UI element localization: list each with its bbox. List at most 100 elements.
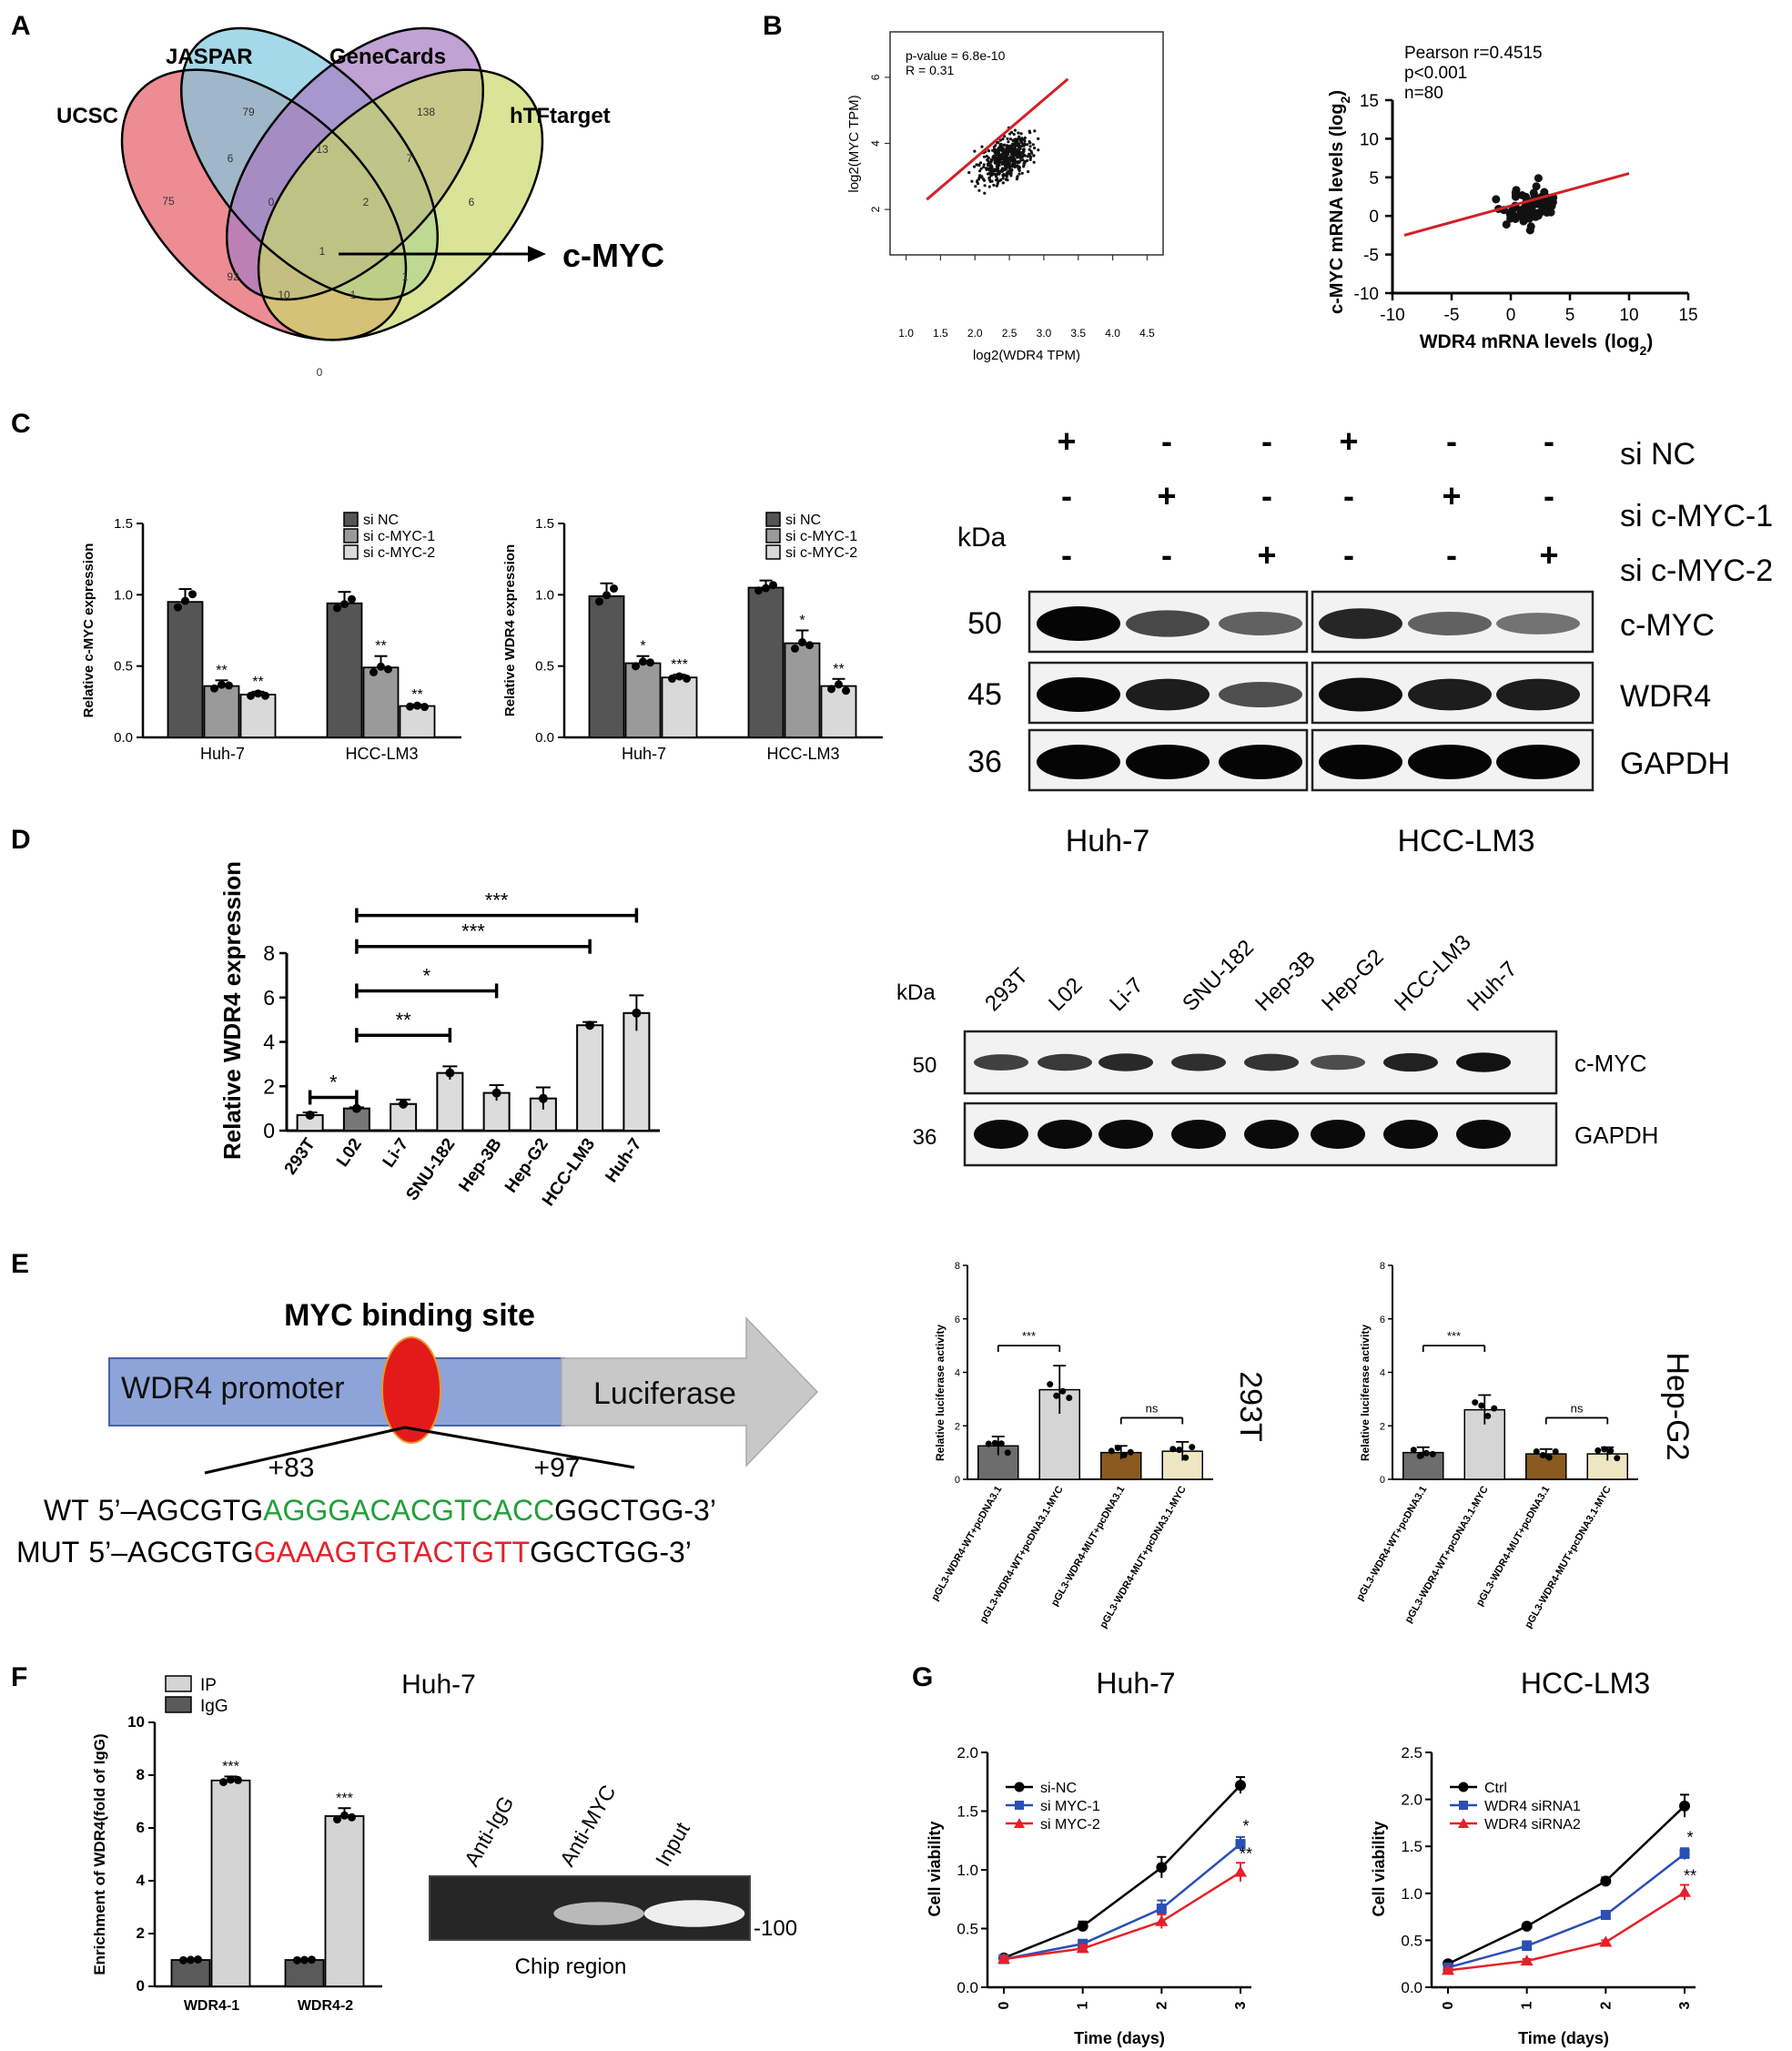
legend-swatch bbox=[343, 544, 359, 560]
replicate-point bbox=[181, 596, 189, 605]
data-point bbox=[1492, 195, 1501, 204]
significance-label: ** bbox=[1240, 1844, 1252, 1863]
treatment-mark: - bbox=[1261, 422, 1272, 460]
replicate-point bbox=[305, 1110, 315, 1120]
position-end: +97 bbox=[534, 1453, 581, 1483]
x-tick-label: 0 bbox=[1441, 2001, 1456, 2009]
data-point bbox=[1521, 1920, 1533, 1932]
venn-set-htftarget bbox=[258, 69, 542, 340]
band-size-label: 45 bbox=[967, 677, 1002, 712]
data-point bbox=[1033, 129, 1037, 133]
significance-label: ** bbox=[375, 639, 386, 655]
replicate-point bbox=[406, 702, 414, 711]
stat-p: p<0.001 bbox=[1404, 64, 1467, 83]
replicate-point bbox=[1053, 1392, 1060, 1399]
replicate-point bbox=[348, 594, 356, 604]
data-point bbox=[1012, 160, 1016, 164]
data-point bbox=[1600, 1875, 1612, 1887]
data-point bbox=[990, 157, 994, 161]
chip-gel: Anti-IgG Anti-MYC Input -100 Chip region bbox=[429, 1781, 797, 1979]
replicate-point bbox=[261, 691, 269, 700]
data-point bbox=[1003, 167, 1007, 170]
data-point bbox=[1026, 158, 1029, 163]
chart-title: Huh-7 bbox=[1096, 1667, 1175, 1700]
protein-band bbox=[1496, 613, 1580, 635]
data-point bbox=[986, 158, 989, 162]
data-point bbox=[983, 191, 987, 195]
data-point bbox=[1511, 192, 1520, 201]
venn-count: 79 bbox=[242, 106, 255, 118]
data-point bbox=[980, 176, 984, 179]
venn-count: 13 bbox=[316, 143, 329, 156]
bar bbox=[170, 1959, 211, 1987]
data-point bbox=[993, 150, 997, 154]
category-label: Li-7 bbox=[380, 1135, 413, 1172]
y-tick-label: 4 bbox=[955, 1368, 960, 1379]
bar bbox=[284, 1959, 325, 1987]
data-point bbox=[1006, 137, 1009, 140]
y-axis-label-close: ) bbox=[1327, 90, 1347, 96]
mut-label: MUT bbox=[16, 1536, 79, 1569]
legend-swatch bbox=[765, 512, 781, 527]
data-point bbox=[995, 184, 998, 188]
data-point bbox=[1023, 136, 1027, 140]
stat-n: n=80 bbox=[1404, 84, 1443, 103]
x-tick-label: 4.0 bbox=[1105, 327, 1120, 340]
data-point bbox=[1001, 137, 1005, 141]
lane-label: Hep-3B bbox=[1250, 947, 1321, 1017]
y-axis-label: Relative luciferase activity bbox=[1359, 1325, 1372, 1461]
data-point bbox=[995, 161, 998, 165]
data-point bbox=[978, 169, 982, 173]
y-tick-label: 6 bbox=[869, 74, 882, 80]
protein-band bbox=[1408, 678, 1492, 711]
venn-diagram: UCSC JASPAR GeneCards hTFtarget 75 79 13… bbox=[56, 26, 664, 379]
group-label-hcclm3: HCC-LM3 bbox=[1397, 824, 1534, 858]
legend-swatch bbox=[765, 544, 781, 560]
data-point bbox=[992, 183, 996, 187]
zoom-line-right bbox=[404, 1426, 635, 1469]
replicate-point bbox=[1416, 1453, 1423, 1460]
series-line bbox=[1003, 1843, 1241, 1961]
y-tick-label: 0.5 bbox=[114, 659, 133, 675]
data-point bbox=[1532, 182, 1541, 191]
data-point bbox=[1020, 156, 1024, 159]
y-axis-label: Relative luciferase activity bbox=[934, 1325, 947, 1461]
replicate-point bbox=[1533, 1447, 1540, 1455]
data-point bbox=[1019, 132, 1023, 136]
bar bbox=[661, 676, 698, 738]
data-point bbox=[1011, 154, 1016, 157]
data-point bbox=[1008, 149, 1012, 153]
mut-site: GAAAGTGTACTGTT bbox=[254, 1536, 530, 1569]
data-point bbox=[1519, 217, 1528, 226]
data-point bbox=[1037, 148, 1040, 152]
scatter-pearson: Pearson r=0.4515 p<0.001 n=80 -10 -5 0 5 10 1… bbox=[1327, 44, 1698, 358]
protein-band bbox=[1383, 1120, 1438, 1149]
data-point bbox=[1013, 128, 1017, 132]
category-label: Hep-G2 bbox=[501, 1135, 552, 1196]
lane-label: HCC-LM3 bbox=[1390, 930, 1476, 1017]
position-start: +83 bbox=[268, 1453, 315, 1483]
significance-label: * bbox=[640, 639, 645, 655]
data-point bbox=[1019, 158, 1023, 162]
data-point bbox=[1512, 186, 1521, 195]
data-point bbox=[1028, 157, 1032, 161]
data-point bbox=[1029, 149, 1033, 153]
legend-label: si c-MYC-1 bbox=[363, 529, 435, 544]
replicate-point bbox=[234, 1775, 242, 1784]
legend-label: si-NC bbox=[1040, 1781, 1077, 1796]
bar bbox=[203, 685, 240, 738]
lane-label: SNU-182 bbox=[1178, 935, 1259, 1016]
significance-label: ** bbox=[216, 663, 227, 678]
y-tick-label: 6 bbox=[955, 1315, 960, 1325]
data-point bbox=[979, 167, 983, 170]
data-point bbox=[1006, 171, 1009, 175]
y-tick-label: 0.5 bbox=[535, 659, 554, 675]
replicate-point bbox=[174, 603, 182, 612]
y-tick-label: 0 bbox=[263, 1119, 275, 1142]
data-point bbox=[987, 177, 991, 180]
y-tick-label: 4 bbox=[1380, 1368, 1385, 1379]
protein-band bbox=[1219, 745, 1302, 779]
treatment-mark: + bbox=[1157, 477, 1176, 514]
data-point bbox=[978, 161, 983, 165]
